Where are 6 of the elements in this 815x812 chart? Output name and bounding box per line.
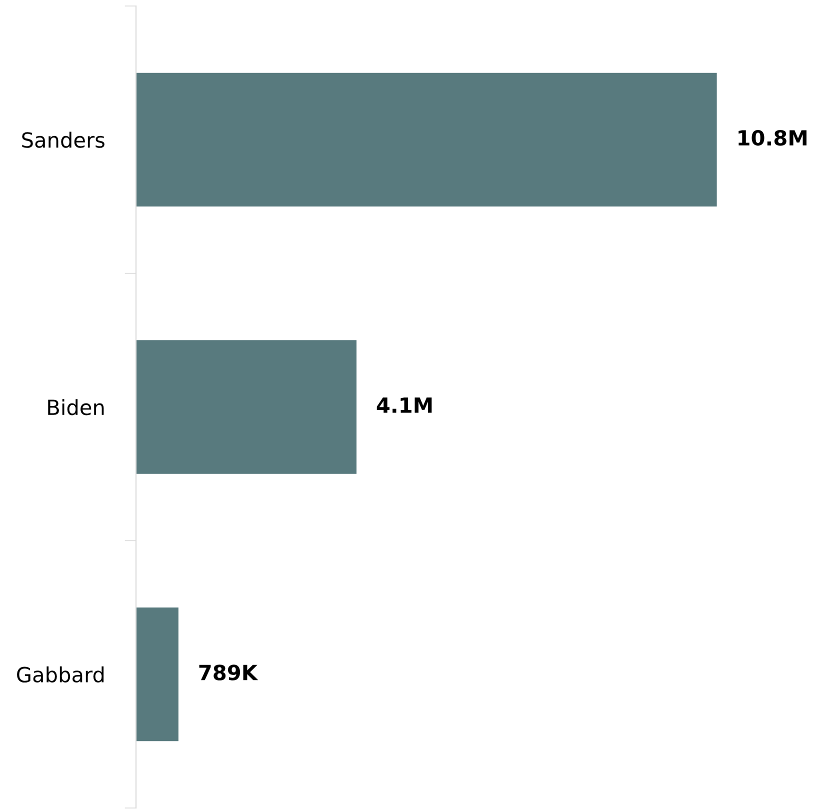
- data-label: 789K: [199, 664, 258, 680]
- y-tick-label: Sanders: [22, 132, 104, 148]
- data-label: 10.8M: [738, 130, 806, 146]
- y-tick-label: Gabbard: [17, 666, 104, 683]
- y-tick-label: Biden: [48, 399, 104, 416]
- data-label: 4.1M: [376, 398, 432, 413]
